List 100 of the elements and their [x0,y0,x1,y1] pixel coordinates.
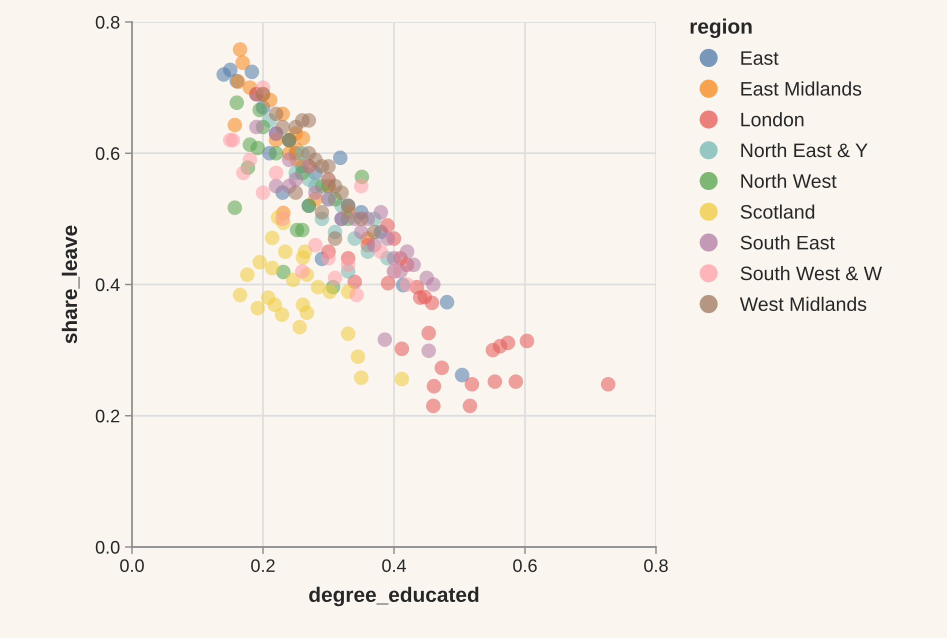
point [354,212,369,226]
point [426,277,441,292]
point [328,270,342,286]
point [232,288,248,302]
point [334,185,349,200]
point [354,178,369,194]
x-tick-label: 0.8 [644,559,668,572]
point [275,120,290,134]
point [230,95,244,110]
point [328,231,342,246]
point [249,120,264,134]
point [226,132,240,148]
point [308,238,323,252]
point [394,342,410,356]
point [386,250,402,266]
point [508,374,524,389]
point [394,372,410,386]
point [250,300,266,316]
point [349,288,364,302]
point [264,230,280,246]
point [367,224,382,240]
point [374,205,388,220]
point [228,200,242,215]
legend-label: South West & W [740,266,882,280]
y-tick-label: 0.6 [96,147,120,160]
point [350,349,366,364]
point [520,334,534,348]
point [314,205,330,220]
point [236,166,251,180]
point [288,185,304,200]
point [380,276,396,290]
point [421,326,436,340]
point [232,42,248,57]
x-tick-label: 0.4 [382,559,406,572]
legend-label: South East [740,235,835,250]
point [354,370,369,385]
point [310,280,326,294]
point [228,118,242,132]
legend-label: London [741,112,804,126]
legend-label: East Midlands [741,81,862,96]
point [333,150,348,166]
point [274,307,290,322]
x-tick-label: 0.0 [120,559,144,572]
point [264,260,280,276]
point [462,398,478,414]
point [421,343,436,358]
legend-label: North West [741,174,837,188]
point [354,224,369,240]
point [240,267,255,282]
point [374,244,388,259]
point [380,218,395,233]
x-tick-label: 0.6 [513,559,537,572]
point [454,368,470,382]
point [400,277,414,292]
legend-label: North East & Y [741,142,868,158]
point [268,166,284,180]
y-axis-title: share_leave [62,226,80,344]
point [424,296,440,310]
point [295,222,310,238]
point [216,67,231,82]
point [275,212,290,226]
point [268,298,282,312]
point [256,185,270,200]
point [340,326,356,341]
point [292,320,307,334]
point [500,336,516,350]
y-tick-label: 0.0 [96,540,120,554]
point [302,113,316,128]
point [282,152,296,168]
point [278,244,293,259]
point [250,140,266,156]
point [268,146,284,161]
point [295,264,310,279]
legend-title: region [690,18,752,38]
point [321,159,336,174]
x-tick-label: 0.2 [251,559,275,572]
y-tick-label: 0.2 [96,410,120,422]
point [340,258,356,272]
point [488,374,502,389]
point [296,250,310,265]
point [300,305,314,320]
point [406,258,421,272]
point [378,332,392,347]
point [321,250,336,266]
point [302,146,316,161]
point [400,244,414,259]
point [426,398,441,414]
point [380,231,395,246]
point [286,272,300,288]
point [464,376,480,392]
point [268,106,284,122]
point [412,290,428,305]
point [235,55,250,70]
point [308,185,323,200]
x-axis-title: degree_educated [309,586,478,606]
point [252,102,268,118]
point [322,284,338,300]
point [440,294,454,310]
y-tick-label: 0.4 [96,278,120,292]
point [268,178,284,194]
